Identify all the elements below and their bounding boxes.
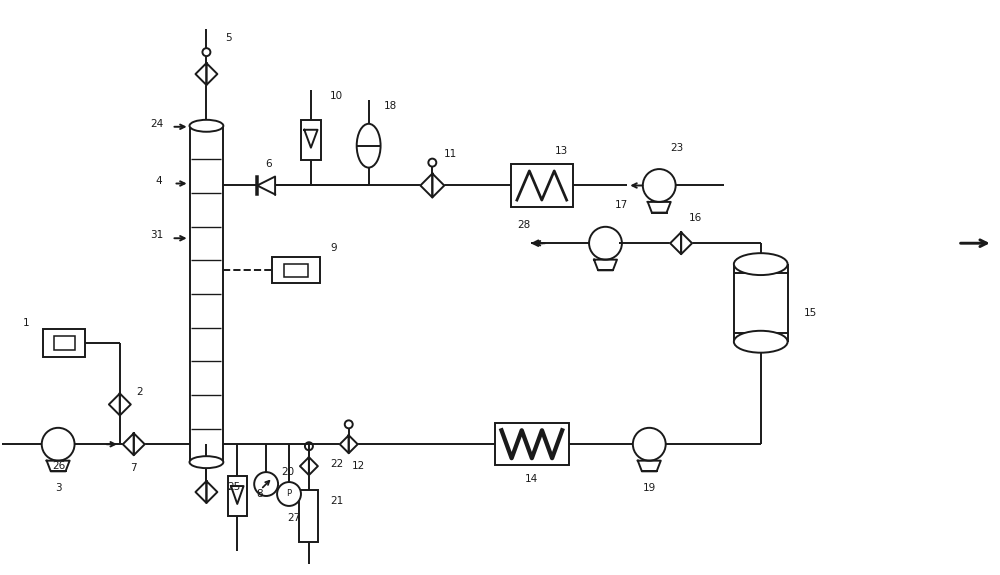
Polygon shape — [206, 63, 217, 85]
Bar — [43, 329, 85, 356]
Text: 16: 16 — [688, 213, 702, 223]
Text: 19: 19 — [643, 483, 656, 493]
Text: 23: 23 — [671, 143, 684, 153]
Text: 15: 15 — [804, 308, 817, 318]
Bar — [301, 120, 321, 160]
Ellipse shape — [190, 120, 223, 132]
Polygon shape — [123, 434, 134, 455]
Ellipse shape — [734, 331, 788, 352]
Ellipse shape — [357, 124, 381, 167]
Text: 1: 1 — [23, 318, 30, 328]
Polygon shape — [300, 457, 309, 475]
Text: 5: 5 — [225, 33, 232, 43]
Polygon shape — [420, 174, 432, 197]
Text: 4: 4 — [155, 175, 162, 186]
Polygon shape — [670, 232, 681, 254]
Circle shape — [254, 472, 278, 496]
Text: 2: 2 — [136, 388, 143, 397]
Polygon shape — [195, 481, 206, 503]
Text: 13: 13 — [555, 145, 568, 156]
Text: 31: 31 — [150, 230, 163, 240]
Text: P: P — [286, 489, 292, 499]
Polygon shape — [432, 174, 444, 197]
Text: 14: 14 — [525, 474, 538, 484]
Text: 20: 20 — [281, 467, 295, 477]
Polygon shape — [134, 434, 145, 455]
Bar — [299, 490, 318, 542]
Bar — [272, 257, 320, 283]
Text: 17: 17 — [615, 201, 628, 210]
Text: 3: 3 — [55, 483, 61, 493]
Text: 18: 18 — [384, 101, 397, 111]
Text: 11: 11 — [444, 149, 457, 159]
Bar — [54, 336, 75, 350]
Text: 8: 8 — [256, 489, 262, 499]
Ellipse shape — [734, 253, 788, 275]
Text: 6: 6 — [265, 159, 271, 168]
Text: 22: 22 — [330, 459, 343, 469]
Text: 28: 28 — [517, 220, 531, 231]
Bar — [284, 263, 308, 277]
Polygon shape — [120, 393, 131, 415]
Polygon shape — [195, 63, 206, 85]
Text: 7: 7 — [130, 463, 137, 473]
Polygon shape — [340, 435, 349, 453]
Circle shape — [277, 482, 301, 506]
Polygon shape — [206, 481, 217, 503]
Polygon shape — [109, 393, 120, 415]
Bar — [495, 423, 569, 465]
Polygon shape — [349, 435, 358, 453]
Polygon shape — [309, 457, 318, 475]
Text: 9: 9 — [330, 243, 337, 253]
Ellipse shape — [190, 456, 223, 468]
Text: 25: 25 — [228, 482, 241, 492]
Text: 27: 27 — [287, 513, 301, 523]
Polygon shape — [257, 177, 275, 194]
Bar — [511, 164, 573, 208]
Polygon shape — [304, 130, 318, 148]
Text: 24: 24 — [150, 119, 163, 129]
Text: 10: 10 — [330, 91, 343, 101]
Text: 26: 26 — [53, 461, 66, 471]
Polygon shape — [231, 486, 244, 504]
Bar — [228, 476, 247, 516]
Polygon shape — [681, 232, 692, 254]
Text: 21: 21 — [330, 496, 343, 506]
Text: 12: 12 — [352, 461, 365, 471]
